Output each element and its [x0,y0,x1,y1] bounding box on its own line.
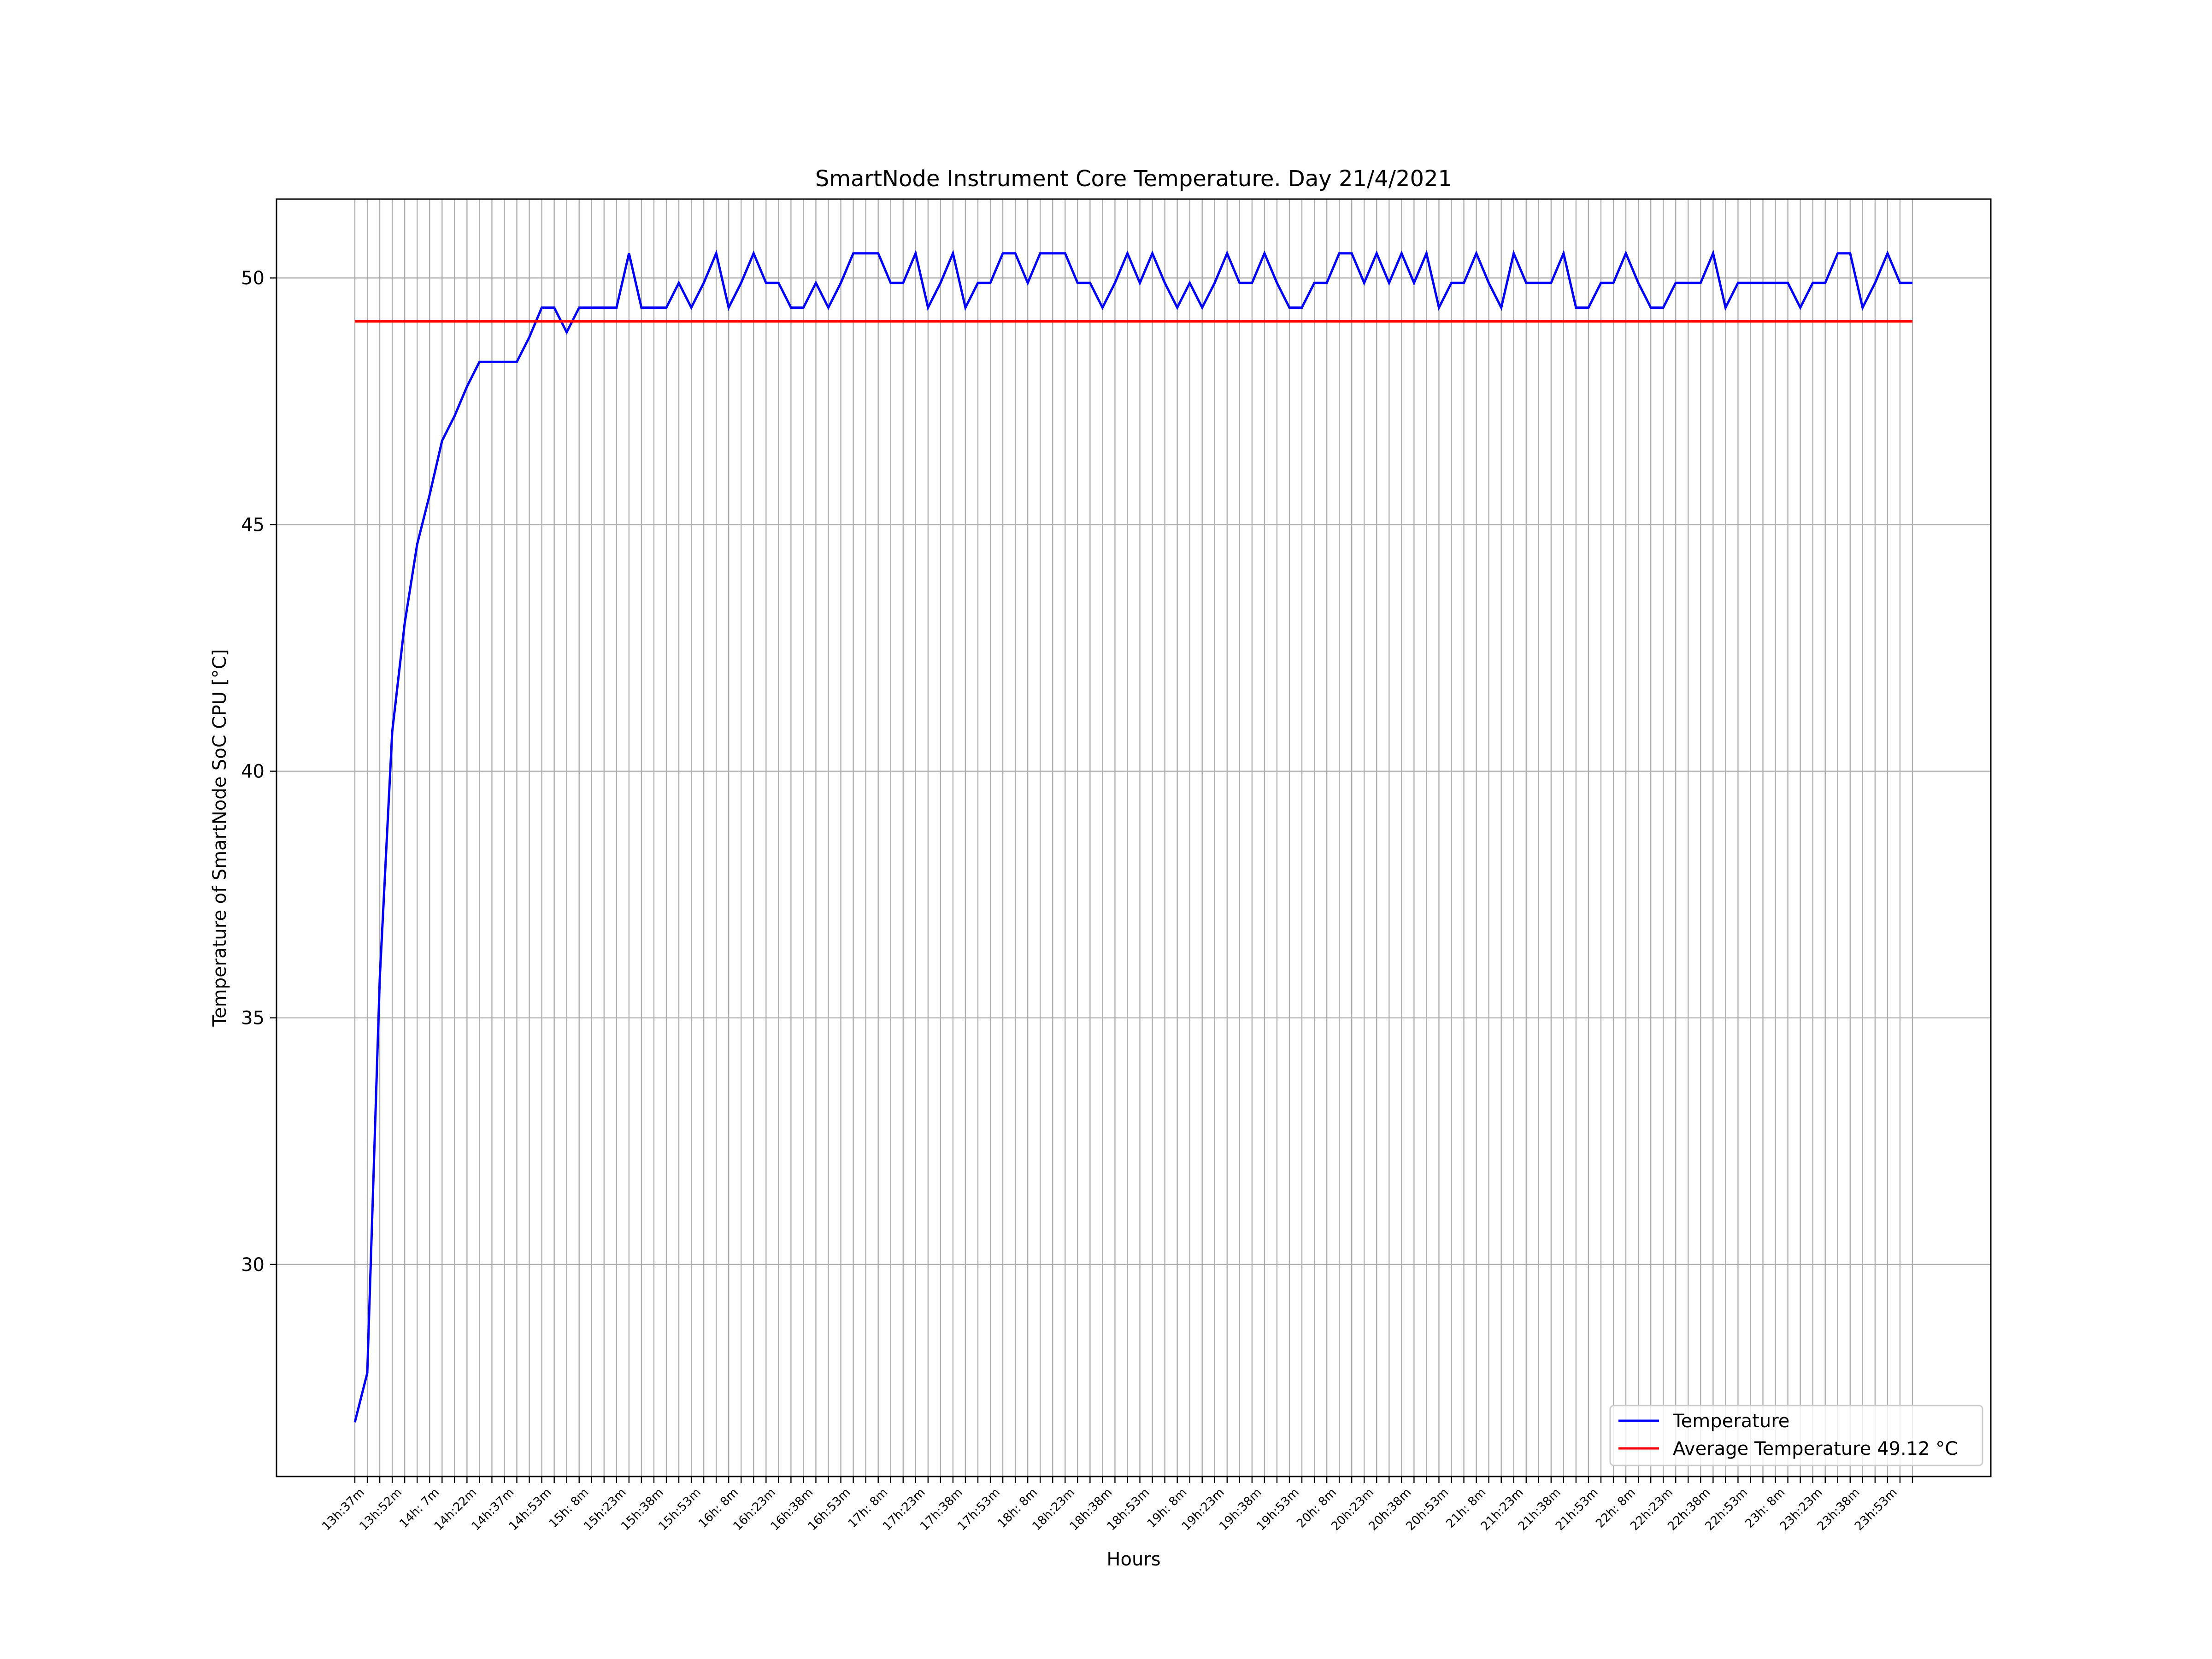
y-tick-label: 45 [241,514,265,535]
y-axis: 30 35 40 45 50 [241,268,276,1276]
chart-title: SmartNode Instrument Core Temperature. D… [815,166,1452,192]
y-axis-label: Temperature of SmartNode SoC CPU [°C] [209,649,230,1027]
legend: Temperature Average Temperature 49.12 °C [1609,1405,1983,1466]
y-tick-label: 40 [241,761,265,782]
temperature-line [353,249,1912,1423]
legend-label-average: Average Temperature 49.12 °C [1673,1438,1958,1459]
plot-lines [353,249,1912,1423]
plot-frame [276,198,1992,1477]
grid [276,199,1991,1477]
y-tick-label: 35 [241,1008,265,1029]
x-axis-label: Hours [1106,1549,1160,1570]
legend-label-temperature: Temperature [1672,1411,1789,1432]
y-tick-label: 50 [241,268,265,289]
legend-box [1609,1405,1983,1466]
y-tick-label: 30 [241,1254,265,1276]
